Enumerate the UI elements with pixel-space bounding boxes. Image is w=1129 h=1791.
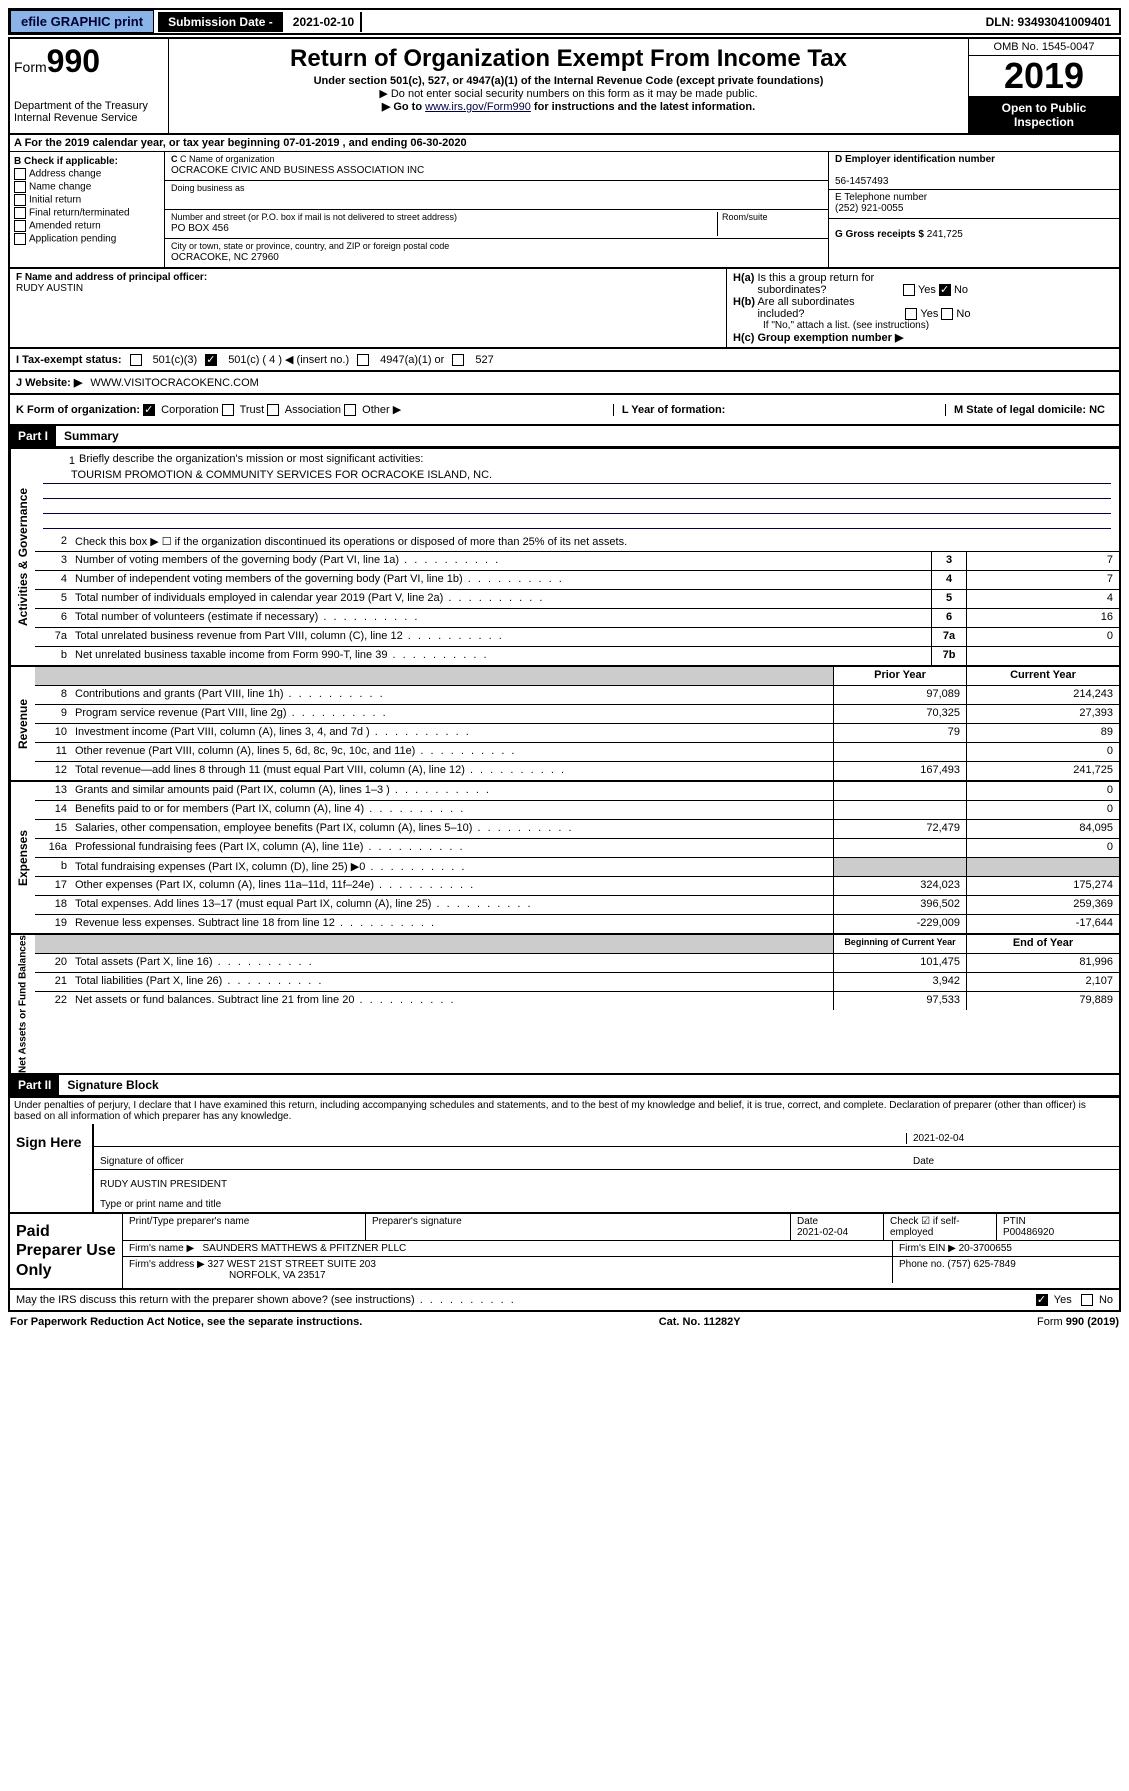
table-row: 4Number of independent voting members of… [35, 571, 1119, 590]
table-row: 8Contributions and grants (Part VIII, li… [35, 686, 1119, 705]
table-row: 12Total revenue—add lines 8 through 11 (… [35, 762, 1119, 780]
table-row: 16aProfessional fundraising fees (Part I… [35, 839, 1119, 858]
table-row: 9Program service revenue (Part VIII, lin… [35, 705, 1119, 724]
revenue-section: Revenue Prior YearCurrent Year 8Contribu… [8, 667, 1121, 782]
form-number: Form990 [14, 43, 164, 80]
gross-value: 241,725 [927, 229, 963, 240]
org-name-label: C C Name of organization [171, 154, 275, 164]
k-form-row: K Form of organization: Corporation Trus… [8, 395, 1121, 426]
ein-label: D Employer identification number [835, 154, 995, 165]
efile-link[interactable]: efile GRAPHIC print [10, 10, 154, 33]
dba-label: Doing business as [171, 183, 245, 193]
table-row: 13Grants and similar amounts paid (Part … [35, 782, 1119, 801]
row-a-tax-year: A For the 2019 calendar year, or tax yea… [8, 135, 1121, 152]
part2-header: Part IISignature Block [10, 1075, 1119, 1096]
org-name: OCRACOKE CIVIC AND BUSINESS ASSOCIATION … [171, 165, 424, 176]
open-public-badge: Open to Public Inspection [969, 97, 1119, 133]
checkbox-option[interactable]: Amended return [14, 220, 160, 232]
footer-note: For Paperwork Reduction Act Notice, see … [8, 1312, 1121, 1332]
dept-treasury: Department of the Treasury [14, 100, 164, 112]
side-revenue: Revenue [10, 667, 35, 780]
phone-value: (252) 921-0055 [835, 203, 903, 214]
officer-label: F Name and address of principal officer: [16, 272, 207, 283]
table-row: 5Total number of individuals employed in… [35, 590, 1119, 609]
submission-date: 2021-02-10 [287, 12, 362, 32]
paid-preparer-label: Paid Preparer Use Only [10, 1214, 122, 1288]
table-row: 6Total number of volunteers (estimate if… [35, 609, 1119, 628]
table-row: 14Benefits paid to or for members (Part … [35, 801, 1119, 820]
expenses-section: Expenses 13Grants and similar amounts pa… [8, 782, 1121, 935]
form-subtitle: Under section 501(c), 527, or 4947(a)(1)… [177, 75, 960, 87]
form-header: Form990 Department of the Treasury Inter… [8, 37, 1121, 135]
table-row: 20Total assets (Part X, line 16)101,4758… [35, 954, 1119, 973]
table-row: 18Total expenses. Add lines 13–17 (must … [35, 896, 1119, 915]
h-b: H(b) Are all subordinates included? Yes … [733, 296, 1113, 320]
side-governance: Activities & Governance [10, 449, 35, 665]
city-label: City or town, state or province, country… [171, 241, 449, 251]
city-state-zip: OCRACOKE, NC 27960 [171, 252, 279, 263]
dln: DLN: 93493041009401 [978, 12, 1119, 32]
table-row: bTotal fundraising expenses (Part IX, co… [35, 858, 1119, 877]
website-row: J Website: ▶ WWW.VISITOCRACOKENC.COM [8, 372, 1121, 395]
block-identity: B Check if applicable: Address changeNam… [8, 152, 1121, 269]
instruction-2: ▶ Go to www.irs.gov/Form990 for instruct… [177, 100, 960, 113]
table-row: 17Other expenses (Part IX, column (A), l… [35, 877, 1119, 896]
discuss-row: May the IRS discuss this return with the… [8, 1290, 1121, 1312]
checkbox-option[interactable]: Name change [14, 181, 160, 193]
h-note: If "No," attach a list. (see instruction… [733, 320, 1113, 331]
room-label: Room/suite [722, 212, 768, 222]
omb-number: OMB No. 1545-0047 [969, 39, 1119, 56]
checkbox-option[interactable]: Address change [14, 168, 160, 180]
website-value: WWW.VISITOCRACOKENC.COM [90, 377, 258, 389]
submission-label: Submission Date - [158, 12, 283, 32]
col-b-checkboxes: B Check if applicable: Address changeNam… [10, 152, 165, 267]
side-netassets: Net Assets or Fund Balances [10, 935, 35, 1073]
addr-label: Number and street (or P.O. box if mail i… [171, 212, 457, 222]
ein-value: 56-1457493 [835, 176, 888, 187]
table-row: bNet unrelated business taxable income f… [35, 647, 1119, 665]
table-row: 3Number of voting members of the governi… [35, 552, 1119, 571]
part1-header: Part ISummary [10, 426, 1119, 447]
form-title: Return of Organization Exempt From Incom… [177, 45, 960, 73]
table-row: 22Net assets or fund balances. Subtract … [35, 992, 1119, 1010]
gross-label: G Gross receipts $ [835, 229, 924, 240]
tax-year: 2019 [969, 56, 1119, 97]
phone-label: E Telephone number [835, 192, 927, 203]
table-row: 10Investment income (Part VIII, column (… [35, 724, 1119, 743]
q1-label: Briefly describe the organization's miss… [79, 453, 423, 469]
sign-here-label: Sign Here [10, 1124, 92, 1212]
h-c: H(c) Group exemption number ▶ [733, 331, 1113, 344]
table-row: 11Other revenue (Part VIII, column (A), … [35, 743, 1119, 762]
officer-name: RUDY AUSTIN [16, 283, 83, 294]
street-address: PO BOX 456 [171, 223, 229, 234]
row-officer-group: F Name and address of principal officer:… [8, 269, 1121, 349]
table-row: 19Revenue less expenses. Subtract line 1… [35, 915, 1119, 933]
paid-preparer-section: Paid Preparer Use Only Print/Type prepar… [8, 1214, 1121, 1290]
table-row: 21Total liabilities (Part X, line 26)3,9… [35, 973, 1119, 992]
governance-section: Activities & Governance 1Briefly describ… [8, 449, 1121, 667]
officer-signed-name: RUDY AUSTIN PRESIDENT [94, 1170, 1119, 1192]
checkbox-option[interactable]: Application pending [14, 233, 160, 245]
side-expenses: Expenses [10, 782, 35, 933]
irs-link[interactable]: www.irs.gov/Form990 [425, 101, 531, 113]
instruction-1: ▶ Do not enter social security numbers o… [177, 87, 960, 100]
h-a: H(a) Is this a group return for subordin… [733, 272, 1113, 296]
netassets-section: Net Assets or Fund Balances Beginning of… [8, 935, 1121, 1075]
checkbox-option[interactable]: Initial return [14, 194, 160, 206]
q2-text: Check this box ▶ ☐ if the organization d… [71, 533, 1119, 551]
mission-text: TOURISM PROMOTION & COMMUNITY SERVICES F… [43, 469, 1111, 484]
checkbox-option[interactable]: Final return/terminated [14, 207, 160, 219]
top-bar: efile GRAPHIC print Submission Date - 20… [8, 8, 1121, 35]
tax-status-row: I Tax-exempt status: 501(c)(3) 501(c) ( … [8, 349, 1121, 372]
table-row: 15Salaries, other compensation, employee… [35, 820, 1119, 839]
sign-section: Sign Here 2021-02-04 Signature of office… [8, 1124, 1121, 1214]
table-row: 7aTotal unrelated business revenue from … [35, 628, 1119, 647]
dept-irs: Internal Revenue Service [14, 112, 164, 124]
penalty-text: Under penalties of perjury, I declare th… [8, 1098, 1121, 1124]
